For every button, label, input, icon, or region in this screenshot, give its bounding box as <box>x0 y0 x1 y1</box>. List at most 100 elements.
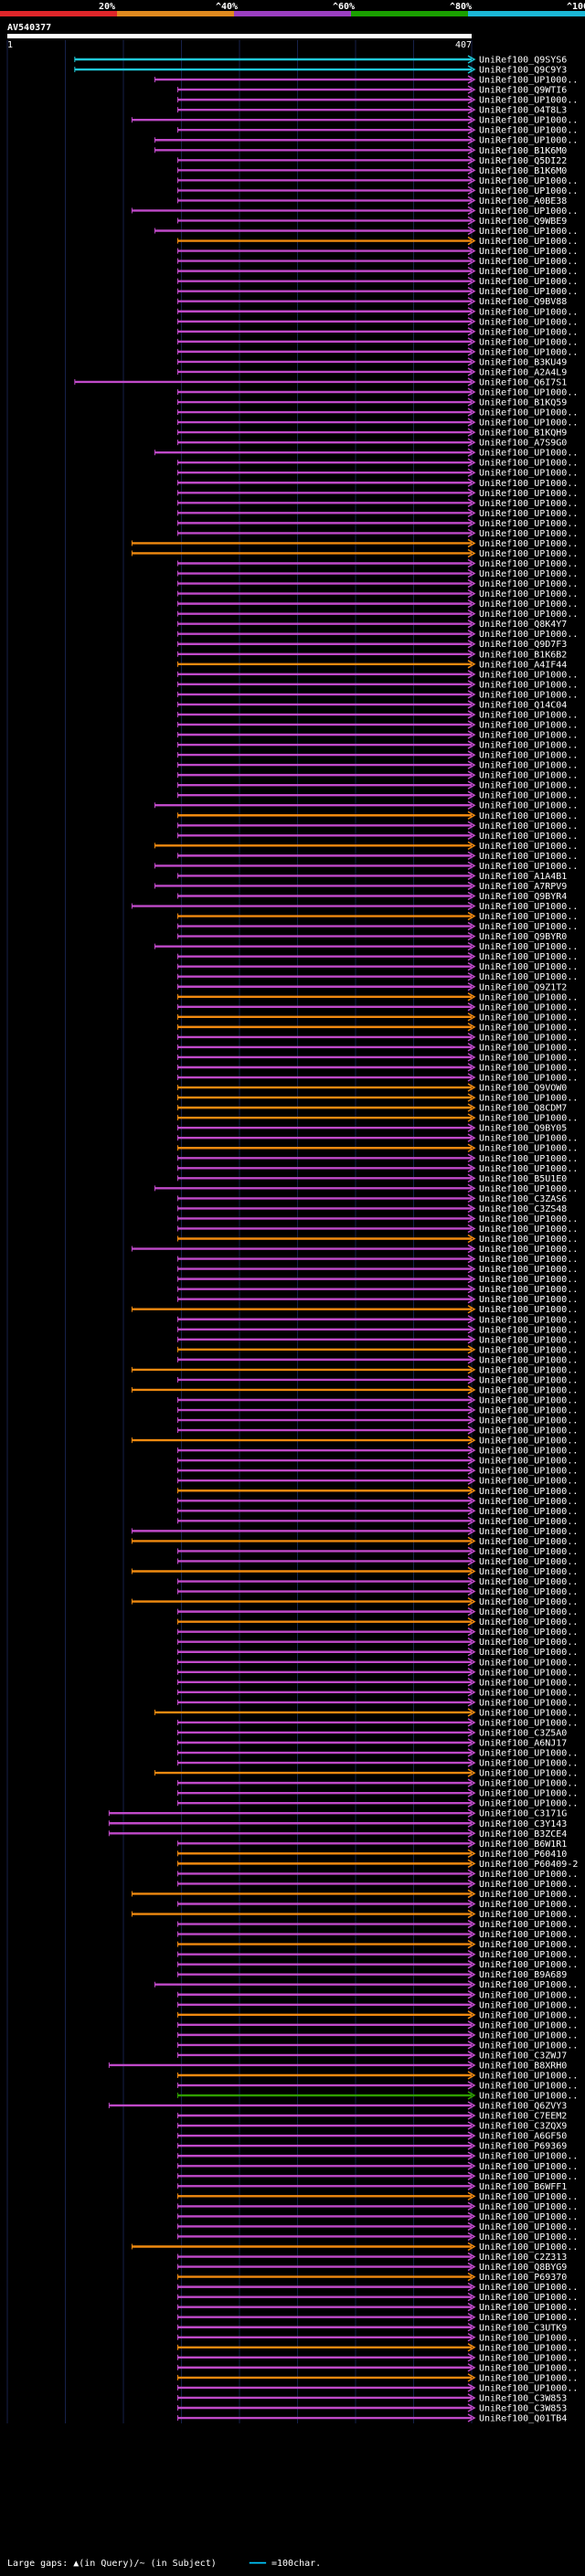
hit-label[interactable]: UniRef100_Q9BY05 <box>479 1124 567 1134</box>
hit-label[interactable]: UniRef100_C3ZAS6 <box>479 1194 567 1204</box>
hit-label[interactable]: UniRef100_A0BE38 <box>479 196 567 207</box>
hit-label[interactable]: UniRef100_UP1000.. <box>479 1990 578 2000</box>
hit-label[interactable]: UniRef100_UP1000.. <box>479 2041 578 2051</box>
hit-label[interactable]: UniRef100_UP1000.. <box>479 1648 578 1658</box>
hit-label[interactable]: UniRef100_Q5DI22 <box>479 156 567 166</box>
hit-label[interactable]: UniRef100_UP1000.. <box>479 1708 578 1718</box>
hit-label[interactable]: UniRef100_UP1000.. <box>479 599 578 610</box>
hit-label[interactable]: UniRef100_UP1000.. <box>479 1114 578 1124</box>
hit-label[interactable]: UniRef100_UP1000.. <box>479 2202 578 2212</box>
hit-label[interactable]: UniRef100_UP1000.. <box>479 539 578 549</box>
hit-label[interactable]: UniRef100_UP1000.. <box>479 549 578 559</box>
hit-label[interactable]: UniRef100_UP1000.. <box>479 1002 578 1012</box>
hit-label[interactable]: UniRef100_UP1000.. <box>479 449 578 459</box>
hit-label[interactable]: UniRef100_UP1000.. <box>479 1577 578 1587</box>
hit-label[interactable]: UniRef100_B1K6M0 <box>479 166 567 176</box>
hit-label[interactable]: UniRef100_UP1000.. <box>479 1477 578 1487</box>
hit-label[interactable]: UniRef100_UP1000.. <box>479 2363 578 2373</box>
hit-label[interactable]: UniRef100_UP1000.. <box>479 1184 578 1194</box>
hit-label[interactable]: UniRef100_UP1000.. <box>479 922 578 932</box>
hit-label[interactable]: UniRef100_UP1000.. <box>479 387 578 398</box>
hit-label[interactable]: UniRef100_UP1000.. <box>479 630 578 640</box>
hit-label[interactable]: UniRef100_UP1000.. <box>479 136 578 146</box>
hit-label[interactable]: UniRef100_UP1000.. <box>479 2162 578 2172</box>
hit-label[interactable]: UniRef100_UP1000.. <box>479 589 578 599</box>
hit-label[interactable]: UniRef100_Q9WBE9 <box>479 217 567 227</box>
hit-label[interactable]: UniRef100_UP1000.. <box>479 176 578 186</box>
hit-label[interactable]: UniRef100_UP1000.. <box>479 2373 578 2383</box>
hit-label[interactable]: UniRef100_UP1000.. <box>479 1315 578 1325</box>
hit-label[interactable]: UniRef100_UP1000.. <box>479 96 578 106</box>
hit-label[interactable]: UniRef100_C3UTK9 <box>479 2323 567 2333</box>
hit-label[interactable]: UniRef100_UP1000.. <box>479 1467 578 1477</box>
hit-label[interactable]: UniRef100_C3Z5A0 <box>479 1728 567 1738</box>
hit-label[interactable]: UniRef100_B1K6B2 <box>479 650 567 660</box>
hit-label[interactable]: UniRef100_A6NJ17 <box>479 1739 567 1749</box>
hit-label[interactable]: UniRef100_B3ZCE4 <box>479 1829 567 1839</box>
hit-label[interactable]: UniRef100_Q9WTI6 <box>479 86 567 96</box>
hit-label[interactable]: UniRef100_UP1000.. <box>479 1880 578 1890</box>
hit-label[interactable]: UniRef100_Q6I7S1 <box>479 377 567 387</box>
hit-label[interactable]: UniRef100_UP1000.. <box>479 2152 578 2162</box>
hit-label[interactable]: UniRef100_Q9BYR4 <box>479 892 567 902</box>
hit-label[interactable]: UniRef100_UP1000.. <box>479 76 578 86</box>
hit-label[interactable]: UniRef100_UP1000.. <box>479 529 578 539</box>
hit-label[interactable]: UniRef100_UP1000.. <box>479 509 578 519</box>
hit-label[interactable]: UniRef100_O4T8L3 <box>479 106 567 116</box>
hit-label[interactable]: UniRef100_C3Y143 <box>479 1819 567 1829</box>
hit-label[interactable]: UniRef100_UP1000.. <box>479 710 578 720</box>
hit-label[interactable]: UniRef100_C3W853 <box>479 2403 567 2413</box>
hit-label[interactable]: UniRef100_UP1000.. <box>479 257 578 267</box>
hit-label[interactable]: UniRef100_Q9BV88 <box>479 297 567 307</box>
hit-label[interactable]: UniRef100_UP1000.. <box>479 1960 578 1970</box>
hit-label[interactable]: UniRef100_UP1000.. <box>479 2333 578 2343</box>
hit-label[interactable]: UniRef100_UP1000.. <box>479 317 578 327</box>
hit-label[interactable]: UniRef100_UP1000.. <box>479 2383 578 2393</box>
hit-label[interactable]: UniRef100_UP1000.. <box>479 1164 578 1174</box>
hit-label[interactable]: UniRef100_UP1000.. <box>479 2353 578 2363</box>
hit-label[interactable]: UniRef100_Q9D7F3 <box>479 640 567 650</box>
hit-label[interactable]: UniRef100_UP1000.. <box>479 1557 578 1567</box>
hit-label[interactable]: UniRef100_UP1000.. <box>479 1910 578 1920</box>
hit-label[interactable]: UniRef100_UP1000.. <box>479 1255 578 1265</box>
hit-label[interactable]: UniRef100_A4IF44 <box>479 660 567 670</box>
hit-label[interactable]: UniRef100_UP1000.. <box>479 1617 578 1627</box>
hit-label[interactable]: UniRef100_UP1000.. <box>479 1285 578 1295</box>
hit-label[interactable]: UniRef100_UP1000.. <box>479 1245 578 1255</box>
hit-label[interactable]: UniRef100_A1A4B1 <box>479 872 567 882</box>
hit-label[interactable]: UniRef100_B1KQH9 <box>479 429 567 439</box>
hit-label[interactable]: UniRef100_UP1000.. <box>479 1436 578 1447</box>
hit-label[interactable]: UniRef100_UP1000.. <box>479 207 578 217</box>
hit-label[interactable]: UniRef100_UP1000.. <box>479 1698 578 1708</box>
hit-label[interactable]: UniRef100_UP1000.. <box>479 1033 578 1043</box>
hit-label[interactable]: UniRef100_UP1000.. <box>479 1416 578 1426</box>
hit-label[interactable]: UniRef100_UP1000.. <box>479 1587 578 1597</box>
hit-label[interactable]: UniRef100_Q9VOW0 <box>479 1084 567 1094</box>
hit-label[interactable]: UniRef100_UP1000.. <box>479 459 578 469</box>
hit-label[interactable]: UniRef100_UP1000.. <box>479 1134 578 1144</box>
hit-label[interactable]: UniRef100_UP1000.. <box>479 2232 578 2242</box>
hit-label[interactable]: UniRef100_UP1000.. <box>479 1305 578 1315</box>
hit-label[interactable]: UniRef100_UP1000.. <box>479 408 578 419</box>
hit-label[interactable]: UniRef100_UP1000.. <box>479 1447 578 1457</box>
hit-label[interactable]: UniRef100_UP1000.. <box>479 1940 578 1950</box>
hit-label[interactable]: UniRef100_UP1000.. <box>479 489 578 499</box>
hit-label[interactable]: UniRef100_UP1000.. <box>479 992 578 1002</box>
hit-label[interactable]: UniRef100_UP1000.. <box>479 227 578 237</box>
hit-label[interactable]: UniRef100_Q8K4Y7 <box>479 620 567 630</box>
hit-label[interactable]: UniRef100_UP1000.. <box>479 1507 578 1517</box>
hit-label[interactable]: UniRef100_UP1000.. <box>479 2072 578 2082</box>
hit-label[interactable]: UniRef100_UP1000.. <box>479 559 578 569</box>
hit-label[interactable]: UniRef100_UP1000.. <box>479 610 578 620</box>
hit-label[interactable]: UniRef100_UP1000.. <box>479 2192 578 2202</box>
hit-label[interactable]: UniRef100_UP1000.. <box>479 1920 578 1930</box>
hit-label[interactable]: UniRef100_P69370 <box>479 2273 567 2283</box>
hit-label[interactable]: UniRef100_UP1000.. <box>479 579 578 589</box>
hit-label[interactable]: UniRef100_A7S9G0 <box>479 439 567 449</box>
hit-label[interactable]: UniRef100_UP1000.. <box>479 761 578 771</box>
hit-label[interactable]: UniRef100_UP1000.. <box>479 419 578 429</box>
hit-label[interactable]: UniRef100_UP1000.. <box>479 1345 578 1355</box>
hit-label[interactable]: UniRef100_UP1000.. <box>479 690 578 700</box>
hit-label[interactable]: UniRef100_UP1000.. <box>479 1235 578 1245</box>
hit-label[interactable]: UniRef100_UP1000.. <box>479 771 578 781</box>
